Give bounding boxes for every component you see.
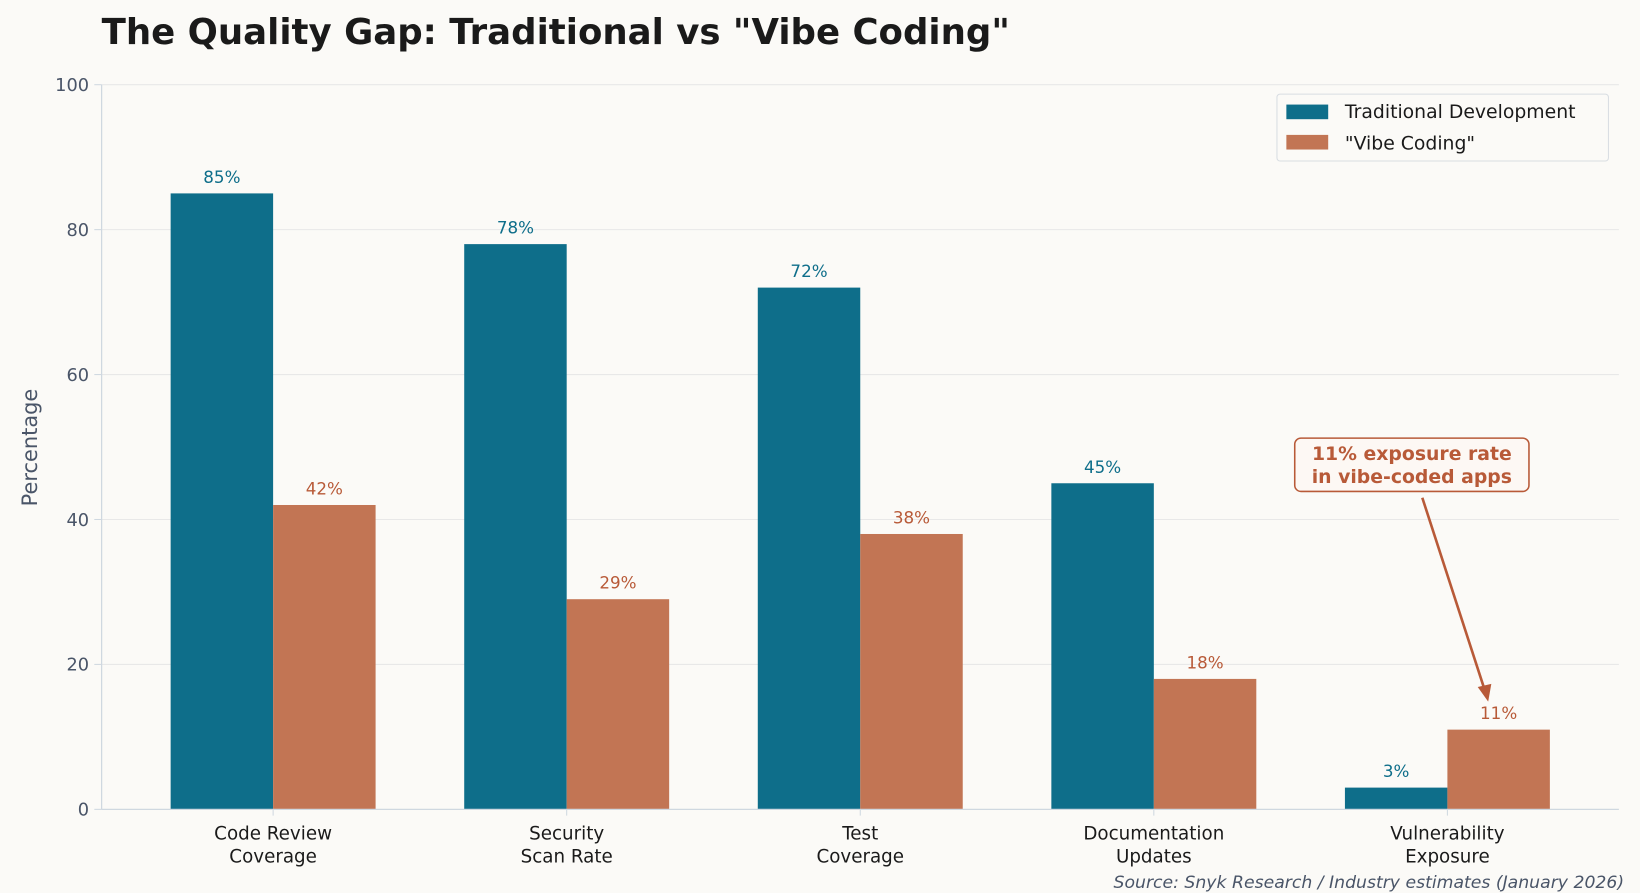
legend: Traditional Development "Vibe Coding": [1276, 93, 1609, 162]
bars: 85% 42% 78% 29% 72% 38% 45% 18% 3% 11%: [170, 167, 1550, 810]
data-label: 85%: [203, 167, 240, 187]
bar-vibe-coding: [1153, 678, 1257, 810]
data-label: 38%: [893, 508, 930, 528]
x-tick-label: Documentation: [1083, 824, 1224, 845]
annotation-arrow-head: [1477, 683, 1492, 702]
data-label: 18%: [1186, 652, 1223, 672]
legend-label-vibe: "Vibe Coding": [1345, 134, 1475, 155]
y-tick-label: 20: [66, 656, 89, 676]
bar-traditional: [464, 244, 567, 810]
data-label: 11%: [1480, 703, 1517, 723]
data-label: 42%: [306, 479, 343, 499]
x-tick-label: Coverage: [229, 847, 317, 868]
data-label: 72%: [790, 261, 827, 281]
x-tick-label: Exposure: [1405, 847, 1490, 868]
annotation: 11% exposure rate in vibe-coded apps: [1293, 437, 1530, 702]
source-note: Source: Snyk Research / Industry estimat…: [1114, 873, 1625, 893]
data-label: 45%: [1084, 457, 1121, 477]
bar-vibe-coding: [273, 504, 376, 810]
y-axis-label: Percentage: [18, 389, 42, 507]
y-tick-label: 100: [55, 76, 89, 96]
data-label: 29%: [599, 573, 636, 593]
bar-traditional: [170, 193, 274, 810]
annotation-box: [1293, 437, 1530, 493]
bar-traditional: [1051, 483, 1154, 810]
x-tick-label: Security: [529, 824, 604, 845]
y-tick-label: 60: [66, 366, 89, 386]
annotation-arrow: [1421, 497, 1488, 695]
annotation-text-line-1: 11% exposure rate: [1312, 444, 1512, 465]
chart-title: The Quality Gap: Traditional vs "Vibe Co…: [102, 12, 1010, 53]
data-label: 3%: [1383, 761, 1410, 781]
bar-traditional: [757, 287, 861, 810]
annotation-text-line-2: in vibe-coded apps: [1312, 467, 1512, 488]
legend-label-traditional: Traditional Development: [1344, 102, 1576, 123]
x-tick-label: Scan Rate: [521, 847, 613, 868]
legend-swatch-vibe: [1286, 134, 1329, 150]
data-label: 78%: [497, 218, 534, 238]
legend-swatch-traditional: [1286, 104, 1329, 120]
bar-vibe-coding: [566, 599, 670, 810]
y-tick-label: 0: [78, 801, 89, 821]
bar-traditional: [1344, 787, 1448, 810]
x-tick-label: Coverage: [816, 847, 904, 868]
x-tick-label: Test: [841, 824, 878, 845]
x-tick-label: Vulnerability: [1390, 824, 1504, 845]
x-tick-label: Code Review: [214, 824, 332, 845]
x-tick-label: Updates: [1116, 847, 1192, 868]
y-tick-label: 40: [66, 511, 89, 531]
y-tick-label: 80: [66, 221, 89, 241]
bar-vibe-coding: [1447, 729, 1550, 810]
bar-vibe-coding: [860, 533, 963, 810]
y-ticks: 0 20 40 60 80 100: [55, 76, 102, 821]
